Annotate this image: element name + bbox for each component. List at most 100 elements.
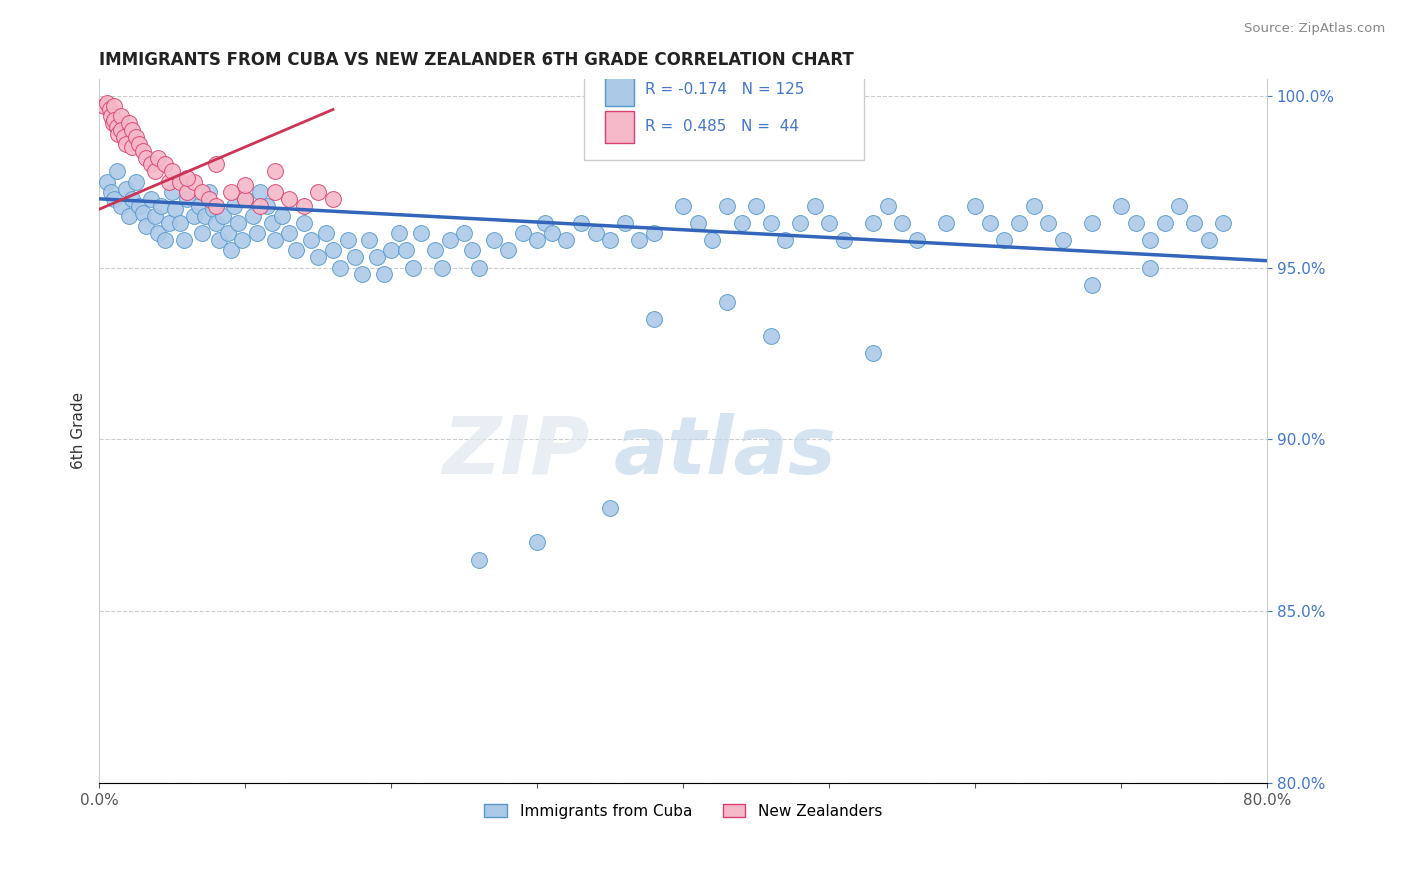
Immigrants from Cuba	[643, 226, 665, 240]
Immigrants from Cuba	[1109, 199, 1132, 213]
Immigrants from Cuba	[1125, 216, 1147, 230]
New Zealanders	[128, 136, 150, 151]
Immigrants from Cuba	[862, 346, 884, 360]
Immigrants from Cuba	[162, 185, 184, 199]
New Zealanders	[176, 185, 198, 199]
Immigrants from Cuba	[686, 216, 709, 230]
New Zealanders	[190, 185, 212, 199]
Legend: Immigrants from Cuba, New Zealanders: Immigrants from Cuba, New Zealanders	[478, 797, 889, 825]
Text: R =  0.485   N =  44: R = 0.485 N = 44	[645, 120, 799, 135]
Immigrants from Cuba	[496, 244, 519, 258]
Immigrants from Cuba	[803, 199, 825, 213]
Immigrants from Cuba	[468, 260, 491, 275]
Immigrants from Cuba	[1052, 233, 1074, 247]
New Zealanders	[153, 157, 176, 171]
Immigrants from Cuba	[307, 250, 329, 264]
Immigrants from Cuba	[759, 216, 782, 230]
Immigrants from Cuba	[716, 199, 738, 213]
Immigrants from Cuba	[285, 244, 308, 258]
New Zealanders	[139, 157, 162, 171]
Text: IMMIGRANTS FROM CUBA VS NEW ZEALANDER 6TH GRADE CORRELATION CHART: IMMIGRANTS FROM CUBA VS NEW ZEALANDER 6T…	[100, 51, 855, 69]
Immigrants from Cuba	[643, 312, 665, 326]
Immigrants from Cuba	[569, 216, 592, 230]
Immigrants from Cuba	[1036, 216, 1059, 230]
Immigrants from Cuba	[153, 233, 176, 247]
Immigrants from Cuba	[730, 216, 752, 230]
New Zealanders	[125, 130, 148, 145]
New Zealanders	[159, 175, 181, 189]
Immigrants from Cuba	[409, 226, 432, 240]
Text: R = -0.174   N = 125: R = -0.174 N = 125	[645, 82, 804, 97]
Immigrants from Cuba	[103, 192, 125, 206]
Immigrants from Cuba	[208, 233, 231, 247]
Immigrants from Cuba	[1008, 216, 1031, 230]
Immigrants from Cuba	[219, 244, 242, 258]
Immigrants from Cuba	[159, 216, 181, 230]
Immigrants from Cuba	[256, 199, 278, 213]
Immigrants from Cuba	[193, 209, 215, 223]
Immigrants from Cuba	[292, 216, 315, 230]
New Zealanders	[114, 136, 136, 151]
Immigrants from Cuba	[169, 216, 191, 230]
Immigrants from Cuba	[135, 219, 157, 234]
FancyBboxPatch shape	[583, 64, 865, 160]
New Zealanders	[143, 164, 166, 178]
Immigrants from Cuba	[263, 233, 285, 247]
Immigrants from Cuba	[343, 250, 366, 264]
Immigrants from Cuba	[818, 216, 841, 230]
Immigrants from Cuba	[533, 216, 555, 230]
Immigrants from Cuba	[132, 205, 155, 219]
Immigrants from Cuba	[1081, 216, 1104, 230]
Immigrants from Cuba	[249, 185, 271, 199]
Text: atlas: atlas	[613, 413, 837, 491]
Immigrants from Cuba	[759, 329, 782, 343]
New Zealanders	[198, 192, 221, 206]
New Zealanders	[98, 103, 121, 117]
New Zealanders	[235, 192, 257, 206]
New Zealanders	[96, 95, 118, 110]
Immigrants from Cuba	[198, 185, 221, 199]
Immigrants from Cuba	[114, 181, 136, 195]
Immigrants from Cuba	[423, 244, 446, 258]
Immigrants from Cuba	[460, 244, 482, 258]
New Zealanders	[110, 123, 132, 137]
New Zealanders	[205, 157, 228, 171]
Immigrants from Cuba	[935, 216, 957, 230]
New Zealanders	[146, 151, 169, 165]
Immigrants from Cuba	[278, 226, 301, 240]
Immigrants from Cuba	[1154, 216, 1177, 230]
New Zealanders	[105, 120, 128, 134]
New Zealanders	[235, 178, 257, 193]
Immigrants from Cuba	[775, 233, 797, 247]
New Zealanders	[219, 185, 242, 199]
Immigrants from Cuba	[439, 233, 461, 247]
Immigrants from Cuba	[628, 233, 651, 247]
Immigrants from Cuba	[183, 209, 205, 223]
Immigrants from Cuba	[205, 216, 228, 230]
Immigrants from Cuba	[1022, 199, 1045, 213]
Immigrants from Cuba	[1198, 233, 1220, 247]
Immigrants from Cuba	[526, 233, 548, 247]
New Zealanders	[107, 127, 129, 141]
Immigrants from Cuba	[190, 226, 212, 240]
Immigrants from Cuba	[96, 175, 118, 189]
Immigrants from Cuba	[235, 192, 257, 206]
New Zealanders	[183, 175, 205, 189]
New Zealanders	[292, 199, 315, 213]
New Zealanders	[135, 151, 157, 165]
New Zealanders	[93, 99, 115, 113]
Immigrants from Cuba	[165, 202, 187, 216]
Immigrants from Cuba	[226, 216, 249, 230]
New Zealanders	[103, 112, 125, 127]
Immigrants from Cuba	[789, 216, 811, 230]
Immigrants from Cuba	[359, 233, 381, 247]
Immigrants from Cuba	[512, 226, 534, 240]
Text: ZIP: ZIP	[443, 413, 591, 491]
New Zealanders	[121, 140, 143, 154]
Immigrants from Cuba	[125, 175, 148, 189]
Immigrants from Cuba	[121, 192, 143, 206]
Immigrants from Cuba	[100, 185, 122, 199]
Immigrants from Cuba	[110, 199, 132, 213]
Immigrants from Cuba	[979, 216, 1001, 230]
Immigrants from Cuba	[993, 233, 1015, 247]
